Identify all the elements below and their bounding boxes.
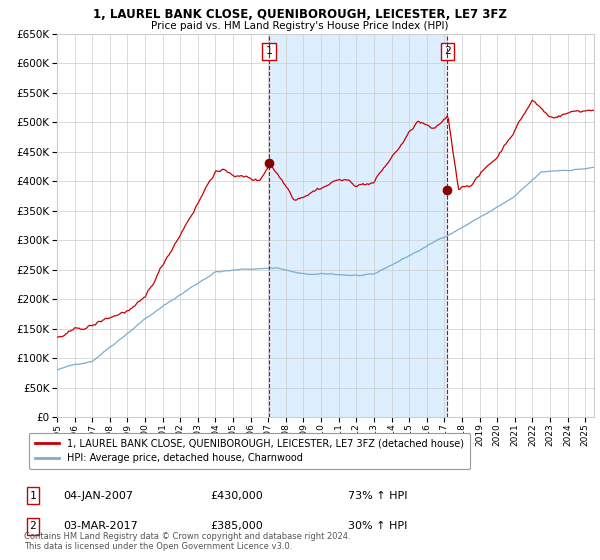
Text: 1: 1: [29, 491, 37, 501]
Text: 2: 2: [29, 521, 37, 531]
Text: Price paid vs. HM Land Registry's House Price Index (HPI): Price paid vs. HM Land Registry's House …: [151, 21, 449, 31]
Text: £385,000: £385,000: [210, 521, 263, 531]
Text: 30% ↑ HPI: 30% ↑ HPI: [348, 521, 407, 531]
Text: Contains HM Land Registry data © Crown copyright and database right 2024.
This d: Contains HM Land Registry data © Crown c…: [24, 531, 350, 551]
Text: £430,000: £430,000: [210, 491, 263, 501]
Bar: [269, 34, 448, 417]
Text: 03-MAR-2017: 03-MAR-2017: [63, 521, 138, 531]
Text: 73% ↑ HPI: 73% ↑ HPI: [348, 491, 407, 501]
Text: 2: 2: [444, 46, 451, 57]
Text: 1, LAUREL BANK CLOSE, QUENIBOROUGH, LEICESTER, LE7 3FZ: 1, LAUREL BANK CLOSE, QUENIBOROUGH, LEIC…: [93, 8, 507, 21]
Text: 1: 1: [265, 46, 272, 57]
Text: 04-JAN-2007: 04-JAN-2007: [63, 491, 133, 501]
Legend: 1, LAUREL BANK CLOSE, QUENIBOROUGH, LEICESTER, LE7 3FZ (detached house), HPI: Av: 1, LAUREL BANK CLOSE, QUENIBOROUGH, LEIC…: [29, 432, 470, 469]
